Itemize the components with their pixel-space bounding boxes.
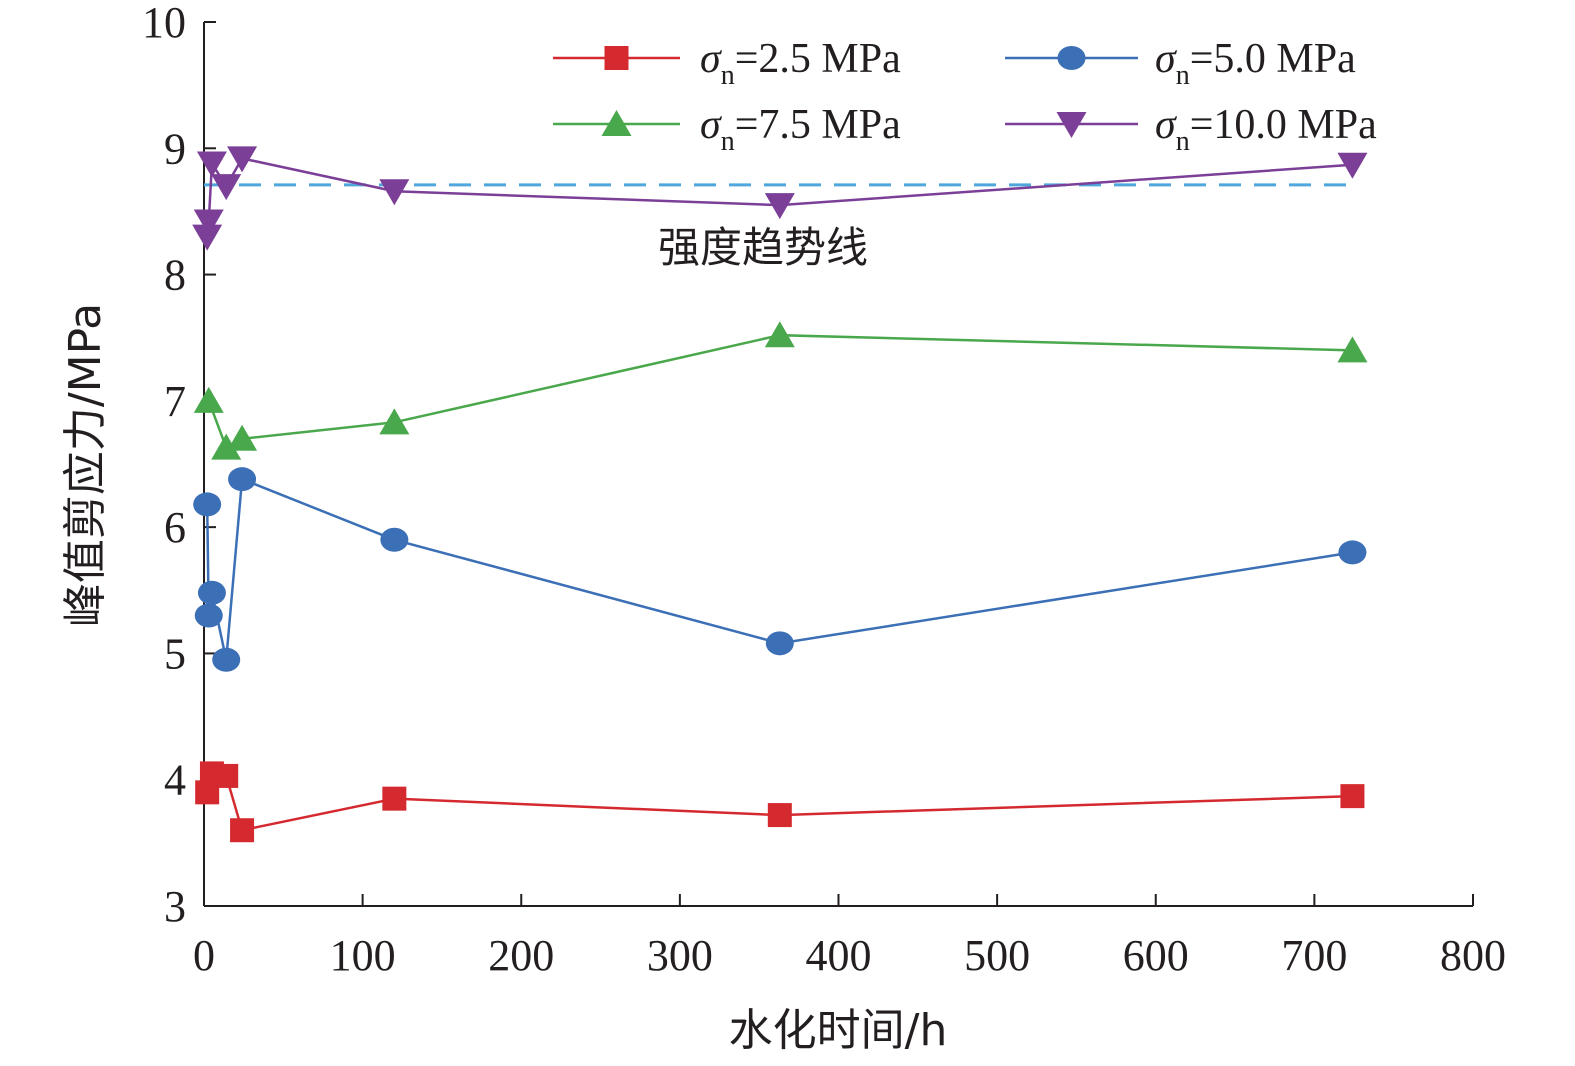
data-point (211, 433, 242, 460)
x-tick-label: 700 (1281, 931, 1347, 980)
data-point (767, 803, 792, 828)
legend-marker (1056, 112, 1087, 138)
legend-marker (604, 46, 629, 70)
data-point (379, 408, 410, 435)
y-tick-label: 8 (164, 251, 186, 300)
legend-marker (601, 110, 632, 136)
series-1 (193, 467, 1367, 672)
data-point (379, 179, 410, 206)
data-point (193, 386, 224, 413)
legend-symbol: σ (1155, 36, 1178, 82)
series-3 (192, 146, 1368, 251)
legend-subscript: n (1176, 60, 1190, 91)
y-tick-label: 3 (164, 882, 186, 931)
data-point (194, 603, 223, 628)
x-tick-label: 800 (1440, 931, 1506, 980)
x-tick-label: 600 (1123, 931, 1189, 980)
x-tick-label: 100 (330, 931, 396, 980)
x-tick-label: 500 (964, 931, 1030, 980)
data-point (197, 580, 226, 605)
series-0 (195, 761, 1365, 843)
y-tick-label: 9 (164, 124, 186, 173)
data-point (764, 193, 795, 220)
data-point (1337, 152, 1368, 179)
legend-subscript: n (721, 126, 735, 157)
legend-value: =7.5 MPa (735, 102, 901, 148)
data-point (382, 786, 407, 811)
legend-symbol: σ (700, 36, 723, 82)
y-tick-label: 5 (164, 629, 186, 678)
data-point (193, 492, 222, 517)
data-point (1340, 784, 1365, 809)
data-point (765, 631, 794, 656)
x-tick-label: 200 (488, 931, 554, 980)
legend-marker (1057, 46, 1086, 70)
data-point (1337, 336, 1368, 363)
data-point (196, 151, 227, 178)
series-2 (193, 321, 1368, 460)
legend-item: σn=2.5 MPa (553, 36, 901, 91)
series-line (207, 333, 1353, 450)
series-group (192, 146, 1368, 843)
data-point (211, 174, 242, 201)
x-axis-title: 水化时间/h (729, 1005, 948, 1056)
data-point (380, 527, 409, 552)
y-tick-label: 6 (164, 503, 186, 552)
legend-value: =10.0 MPa (1190, 102, 1377, 148)
data-point (230, 818, 255, 843)
x-tick-label: 400 (806, 931, 872, 980)
legend-subscript: n (721, 60, 735, 91)
data-point (227, 146, 258, 173)
legend-value: =2.5 MPa (735, 36, 901, 82)
data-point (214, 763, 239, 788)
x-tick-label: 0 (193, 931, 215, 980)
y-tick-label: 4 (164, 756, 186, 805)
y-tick-label: 7 (164, 377, 186, 426)
legend-label: σn=5.0 MPa (1155, 36, 1356, 91)
legend-label: σn=7.5 MPa (700, 102, 901, 157)
data-point (193, 209, 224, 236)
legend-item: σn=10.0 MPa (1005, 102, 1377, 157)
data-point (1338, 540, 1367, 565)
legend-symbol: σ (700, 102, 723, 148)
y-tick-label: 10 (142, 0, 186, 47)
legend-label: σn=2.5 MPa (700, 36, 901, 91)
legend-subscript: n (1176, 126, 1190, 157)
legend-symbol: σ (1155, 102, 1178, 148)
data-point (192, 224, 223, 251)
legend-item: σn=7.5 MPa (553, 102, 901, 157)
x-tick-label: 300 (647, 931, 713, 980)
reference-line-label: 强度趋势线 (658, 223, 868, 272)
data-point (764, 321, 795, 348)
data-point (227, 424, 258, 451)
data-point (228, 467, 257, 492)
data-point (212, 647, 241, 672)
legend-value: =5.0 MPa (1190, 36, 1356, 82)
legend-label: σn=10.0 MPa (1155, 102, 1377, 157)
legend-item: σn=5.0 MPa (1005, 36, 1356, 91)
y-axis-title: 峰值剪应力/MPa (60, 303, 111, 627)
